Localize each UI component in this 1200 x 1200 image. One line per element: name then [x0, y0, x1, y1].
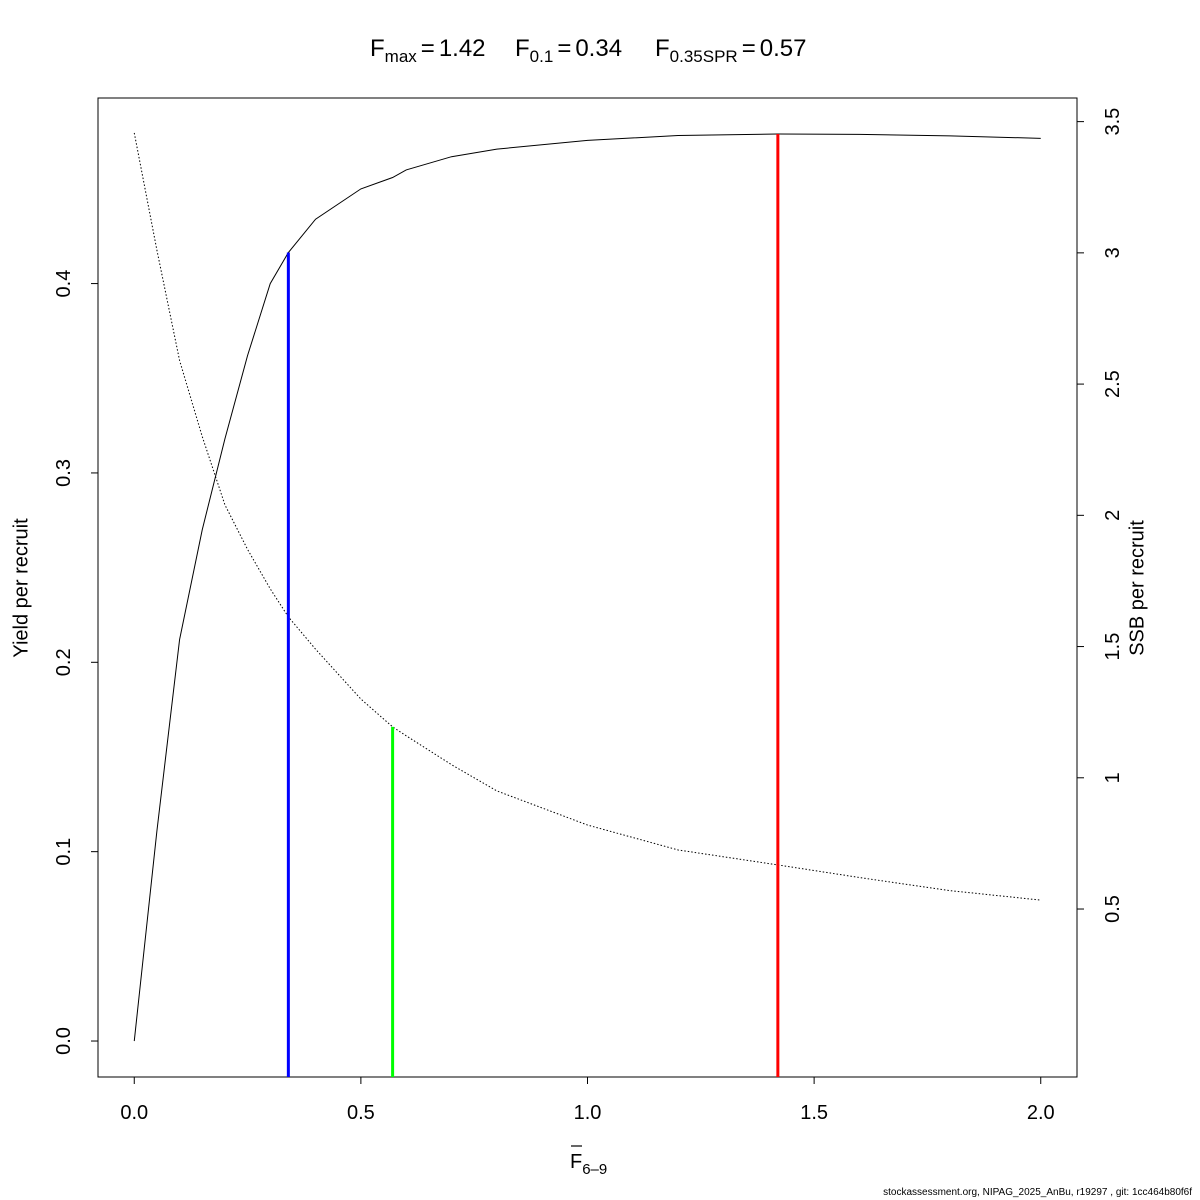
title-equals: =: [742, 35, 756, 62]
x-tick-label: 1.0: [574, 1102, 602, 1124]
x-tick-label: 1.5: [800, 1102, 828, 1124]
x-label-sub: 6–9: [582, 1161, 607, 1178]
title-subscript: 0.1: [530, 47, 554, 66]
x-axis-label: F6–9: [570, 1151, 607, 1178]
title-symbol: F: [370, 35, 385, 62]
y-axis-label: Yield per recruit: [10, 518, 32, 658]
y2-tick-label: 2: [1102, 510, 1124, 521]
y-tick-label: 0.2: [53, 648, 75, 676]
y2-tick-label: 1.5: [1102, 633, 1124, 661]
footer: stockassessment.org, NIPAG_2025_AnBu, r1…: [883, 1187, 1192, 1198]
y2-tick-label: 3: [1102, 247, 1124, 258]
y-tick-label: 0.1: [53, 838, 75, 866]
title-part: F0.35SPR = 0.57: [655, 35, 806, 66]
title-value: 0.57: [760, 35, 807, 62]
title-equals: =: [421, 35, 435, 62]
title-equals: =: [557, 35, 571, 62]
x-label-main: F: [570, 1151, 582, 1173]
title-value: 1.42: [439, 35, 486, 62]
title-symbol: F: [655, 35, 670, 62]
y2-tick-label: 3.5: [1102, 108, 1124, 136]
title-subscript: max: [385, 47, 418, 66]
y-tick-label: 0.3: [53, 459, 75, 487]
title-part: Fmax = 1.42: [370, 35, 486, 66]
y2-tick-label: 1: [1102, 772, 1124, 783]
y2-axis-label: SSB per recruit: [1126, 520, 1148, 656]
title-subscript: 0.35SPR: [670, 47, 738, 66]
y2-tick-label: 0.5: [1102, 895, 1124, 923]
y2-tick-label: 2.5: [1102, 370, 1124, 398]
title-value: 0.34: [575, 35, 622, 62]
title-part: F0.1 = 0.34: [515, 35, 622, 66]
plot-frame: [97, 97, 1078, 1078]
y-tick-label: 0.0: [53, 1027, 75, 1055]
x-tick-label: 0.5: [347, 1102, 375, 1124]
x-tick-label: 2.0: [1027, 1102, 1055, 1124]
x-tick-label: 0.0: [120, 1102, 148, 1124]
y-tick-label: 0.4: [53, 270, 75, 298]
title-symbol: F: [515, 35, 530, 62]
series-line: [133, 132, 1041, 901]
series-line: [133, 133, 1041, 1042]
